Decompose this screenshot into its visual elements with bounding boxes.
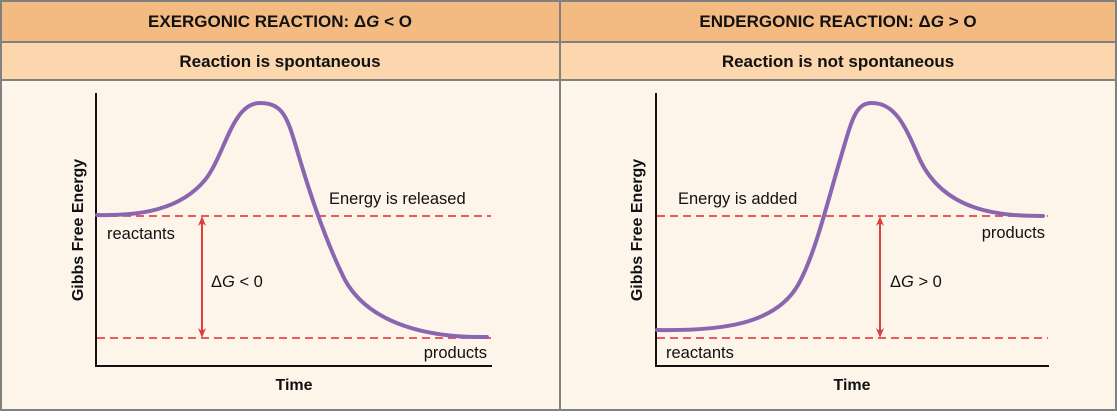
energy-curve: [655, 100, 1045, 333]
panel-title: EXERGONIC REACTION: ΔG < O: [148, 12, 412, 31]
products-label: products: [982, 224, 1045, 242]
y-axis-label: Gibbs Free Energy: [629, 159, 646, 301]
panel-title: ENDERGONIC REACTION: ΔG > O: [699, 12, 976, 31]
exergonic-panel: EXERGONIC REACTION: ΔG < O Reaction is s…: [70, 12, 492, 394]
delta-g-label: ΔG < 0: [211, 273, 263, 291]
panel-subtitle: Reaction is not spontaneous: [722, 52, 954, 71]
subheader-row: [0, 42, 1117, 80]
reactants-label: reactants: [666, 344, 734, 362]
endergonic-panel: ENDERGONIC REACTION: ΔG > O Reaction is …: [629, 12, 1049, 394]
x-axis-label: Time: [275, 377, 312, 394]
y-axis-label: Gibbs Free Energy: [70, 159, 87, 301]
energy-label: Energy is added: [678, 190, 797, 208]
delta-g-label: ΔG > 0: [890, 273, 942, 291]
energy-label: Energy is released: [329, 190, 466, 208]
x-axis-label: Time: [833, 377, 870, 394]
header-row: [0, 0, 1117, 42]
products-label: products: [424, 344, 487, 362]
panel-subtitle: Reaction is spontaneous: [179, 52, 380, 71]
energy-curve: [95, 100, 489, 340]
reactants-label: reactants: [107, 225, 175, 243]
